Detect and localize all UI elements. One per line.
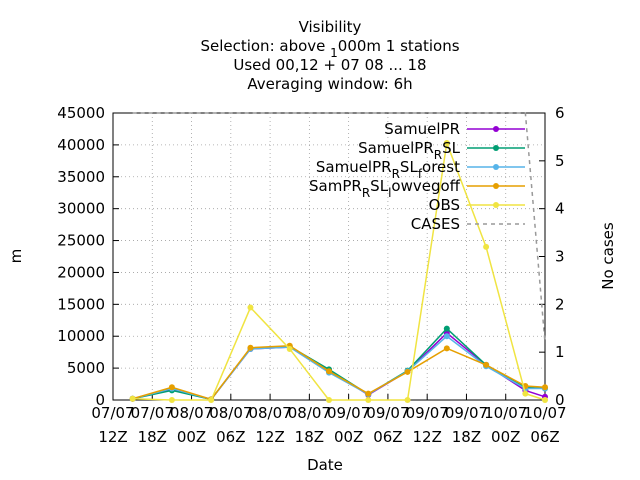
series-point (247, 344, 254, 351)
series-point (208, 397, 215, 403)
legend-marker (493, 183, 499, 189)
x-tick-label: 10/07 (523, 404, 566, 422)
legend-marker (493, 164, 499, 170)
x-axis-label: Date (307, 456, 343, 474)
series-line (132, 335, 545, 401)
series-line (132, 112, 546, 343)
y2-tick-label: 0 (555, 391, 565, 409)
chart-title: Visibility (299, 18, 362, 36)
chart-title: Selection: above 1000m 1 stations (200, 37, 459, 60)
legend-label: CASES (411, 215, 460, 233)
y-tick-label: 15000 (57, 295, 105, 313)
x-tick-label: 12Z (98, 428, 127, 446)
x-tick-label: 09/07 (406, 404, 449, 422)
series-point (365, 397, 372, 403)
series-point (443, 325, 450, 332)
y2-tick-label: 2 (555, 295, 565, 313)
legend-label: OBS (429, 196, 460, 214)
series-point (247, 304, 254, 311)
series-point (522, 390, 529, 397)
x-tick-label: 06Z (373, 428, 402, 446)
y-axis-label: m (7, 249, 25, 264)
x-tick-label: 12Z (255, 428, 284, 446)
legend-marker (493, 126, 499, 132)
x-tick-label: 18Z (295, 428, 324, 446)
x-tick-label: 00Z (177, 428, 206, 446)
y2-axis-label: No cases (599, 222, 617, 290)
y-tick-label: 45000 (57, 104, 105, 122)
x-tick-label: 00Z (334, 428, 363, 446)
series-point (483, 243, 490, 250)
legend-label: SamPRRSLlowvegoff (309, 177, 461, 200)
series-point (542, 397, 548, 403)
series-line (132, 345, 546, 401)
series-point (365, 390, 372, 397)
series-point (286, 345, 293, 352)
legend-label: SamuelPRRSL (358, 139, 461, 162)
x-tick-label: 10/07 (484, 404, 527, 422)
y-tick-label: 20000 (57, 263, 105, 281)
series-point (168, 397, 175, 403)
series-point (404, 368, 411, 375)
series-point (443, 333, 450, 340)
x-tick-label: 18Z (452, 428, 481, 446)
y-tick-label: 5000 (67, 359, 105, 377)
x-tick-label: 06Z (216, 428, 245, 446)
y2-tick-label: 6 (555, 104, 565, 122)
series-point (483, 361, 490, 368)
series-point (326, 368, 332, 375)
x-tick-label: 12Z (412, 428, 441, 446)
x-tick-label: 00Z (491, 428, 520, 446)
plot-frame (112, 112, 546, 401)
x-tick-label: 07/07 (131, 404, 174, 422)
series-line (132, 140, 546, 401)
chart-title: Used 00,12 + 07 08 ... 18 (233, 56, 426, 74)
series-point (404, 397, 411, 403)
x-tick-label: 07/07 (91, 404, 134, 422)
x-tick-label: 18Z (138, 428, 167, 446)
y-tick-label: 0 (95, 391, 105, 409)
x-tick-label: 08/07 (288, 404, 331, 422)
legend-label: SamuelPR (384, 120, 460, 138)
x-tick-label: 09/07 (327, 404, 370, 422)
y2-tick-label: 3 (555, 247, 565, 265)
y2-tick-label: 1 (555, 343, 565, 361)
y2-tick-label: 5 (555, 151, 565, 169)
x-tick-label: 09/07 (366, 404, 409, 422)
series-point (443, 345, 450, 352)
x-tick-label: 08/07 (209, 404, 252, 422)
legend-marker (493, 202, 499, 208)
y-tick-label: 25000 (57, 231, 105, 249)
series-point (168, 384, 175, 391)
x-tick-label: 09/07 (445, 404, 488, 422)
y-tick-label: 30000 (57, 199, 105, 217)
y-tick-label: 40000 (57, 135, 105, 153)
series-point (443, 139, 450, 146)
series-point (542, 384, 548, 391)
series-point (326, 397, 332, 403)
series-point (129, 395, 136, 402)
x-tick-label: 08/07 (248, 404, 291, 422)
x-tick-label: 08/07 (170, 404, 213, 422)
x-tick-label: 06Z (530, 428, 559, 446)
y-tick-label: 10000 (57, 327, 105, 345)
legend-marker (493, 145, 499, 151)
y2-tick-label: 4 (555, 199, 565, 217)
legend-label: SamuelPRRSLforest (316, 158, 460, 181)
y-tick-label: 35000 (57, 167, 105, 185)
chart-title: Averaging window: 6h (247, 75, 412, 93)
